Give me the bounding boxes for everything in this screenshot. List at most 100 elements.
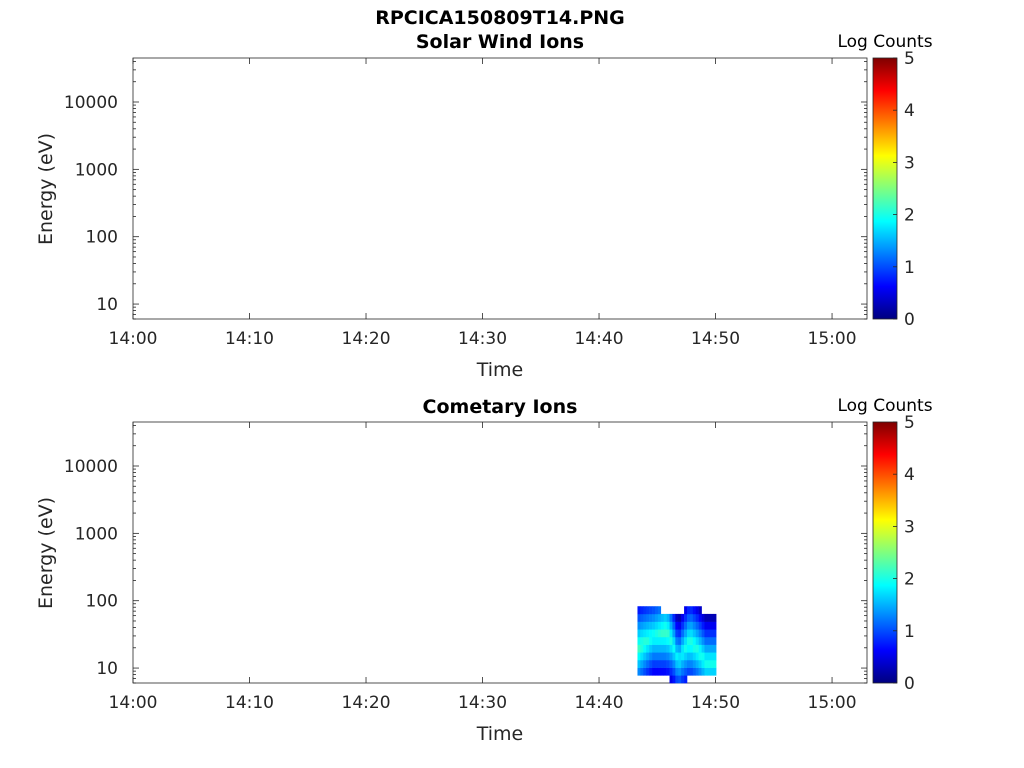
- heatmap-cell: [675, 659, 679, 668]
- y-tick-label: 100: [86, 228, 118, 248]
- heatmap-cell: [646, 667, 650, 676]
- heatmap-cell: [701, 652, 705, 661]
- heatmap-cell: [681, 629, 685, 638]
- heatmap-cell: [684, 652, 688, 661]
- heatmap-cell: [686, 644, 691, 653]
- heatmap-cell: [678, 652, 682, 661]
- x-axis-label-cometary: Time: [476, 723, 524, 745]
- heatmap-cell: [654, 621, 659, 630]
- heatmap-cell: [707, 659, 711, 668]
- heatmap-cell: [637, 629, 641, 638]
- heatmap-cell: [689, 659, 694, 668]
- heatmap-cell: [678, 659, 682, 668]
- heatmap-cell: [695, 659, 699, 668]
- heatmap-cell: [654, 659, 659, 668]
- heatmap-cell: [657, 644, 662, 653]
- y-axis-label-cometary: Energy (eV): [35, 497, 57, 609]
- heatmap-cell: [646, 613, 650, 622]
- heatmap-cell: [701, 644, 705, 653]
- heatmap-cell: [684, 606, 688, 615]
- heatmap-cell: [675, 644, 679, 653]
- heatmap-cell: [669, 636, 673, 645]
- heatmap-cell: [649, 636, 653, 645]
- heatmap-cell: [681, 659, 685, 668]
- heatmap-cell: [678, 644, 682, 653]
- heatmap-cell: [686, 621, 691, 630]
- heatmap-cell: [713, 667, 717, 676]
- heatmap-cell: [640, 621, 644, 630]
- y-tick-label: 1000: [75, 160, 118, 180]
- heatmap-cell: [646, 621, 650, 630]
- colorbar-ticks-cometary: 0 1 2 3 4 5: [893, 413, 915, 694]
- heatmap-cell: [684, 613, 688, 622]
- heatmap-cell: [649, 667, 653, 676]
- heatmap-cell: [640, 667, 644, 676]
- heatmap-cell: [701, 636, 705, 645]
- heatmap-cell: [713, 629, 717, 638]
- heatmap-cell: [660, 621, 664, 630]
- heatmap-cell: [698, 606, 702, 615]
- heatmap-cell: [686, 667, 691, 676]
- heatmap-cell: [698, 652, 702, 661]
- heatmap-cell: [695, 667, 699, 676]
- heatmap-cell: [646, 659, 650, 668]
- heatmap-cell: [698, 667, 702, 676]
- heatmap-cell: [660, 613, 664, 622]
- heatmap-cell: [646, 644, 650, 653]
- heatmap-cell: [684, 659, 688, 668]
- heatmap-cell: [660, 667, 664, 676]
- heatmap-cell: [678, 636, 682, 645]
- heatmap-cell: [669, 613, 673, 622]
- heatmap-cell: [672, 675, 676, 684]
- heatmap-cell: [652, 644, 656, 653]
- heatmap-cell: [649, 629, 653, 638]
- heatmap-cell: [652, 659, 656, 668]
- heatmap-cell: [663, 621, 667, 630]
- y-tick-label: 10: [96, 659, 118, 679]
- heatmap-cell: [640, 613, 644, 622]
- heatmap-cell: [640, 644, 644, 653]
- heatmap-cell: [681, 652, 685, 661]
- heatmap-cell: [710, 629, 714, 638]
- heatmap-cell: [713, 613, 717, 622]
- heatmap-cell: [652, 629, 656, 638]
- x-tick-label: 14:20: [342, 329, 391, 349]
- heatmap-cell: [692, 659, 697, 668]
- y-tick-label: 10000: [64, 457, 118, 477]
- x-tick-label: 14:50: [691, 329, 740, 349]
- heatmap-cell: [689, 667, 694, 676]
- heatmap-cell: [713, 659, 717, 668]
- heatmap-cell: [640, 629, 644, 638]
- heatmap-cell: [698, 636, 702, 645]
- heatmap-cell: [701, 659, 705, 668]
- heatmap-cell: [669, 621, 673, 630]
- colorbar-tick-label: 5: [904, 49, 915, 69]
- heatmap-cell: [672, 613, 676, 622]
- heatmap-cell: [704, 644, 708, 653]
- heatmap-cell: [704, 667, 708, 676]
- heatmap-cell: [689, 644, 694, 653]
- heatmap-cell: [675, 652, 679, 661]
- heatmap-cell: [649, 652, 653, 661]
- heatmap-cell: [686, 629, 691, 638]
- heatmap-cell: [710, 659, 714, 668]
- heatmap-cometary: [637, 606, 717, 684]
- x-tick-label: 14:40: [575, 329, 624, 349]
- heatmap-cell: [698, 621, 702, 630]
- heatmap-cell: [704, 613, 708, 622]
- heatmap-cell: [704, 629, 708, 638]
- heatmap-cell: [649, 613, 653, 622]
- heatmap-cell: [663, 629, 667, 638]
- heatmap-cell: [710, 667, 714, 676]
- heatmap-cell: [689, 629, 694, 638]
- heatmap-cell: [669, 644, 673, 653]
- heatmap-cell: [672, 621, 676, 630]
- colorbar-cometary: [872, 421, 898, 684]
- heatmap-cell: [669, 652, 673, 661]
- heatmap-cell: [684, 644, 688, 653]
- colorbar-tick-label: 2: [904, 570, 915, 590]
- heatmap-cell: [713, 621, 717, 630]
- heatmap-cell: [686, 606, 691, 615]
- heatmap-cell: [672, 636, 676, 645]
- heatmap-cell: [654, 644, 659, 653]
